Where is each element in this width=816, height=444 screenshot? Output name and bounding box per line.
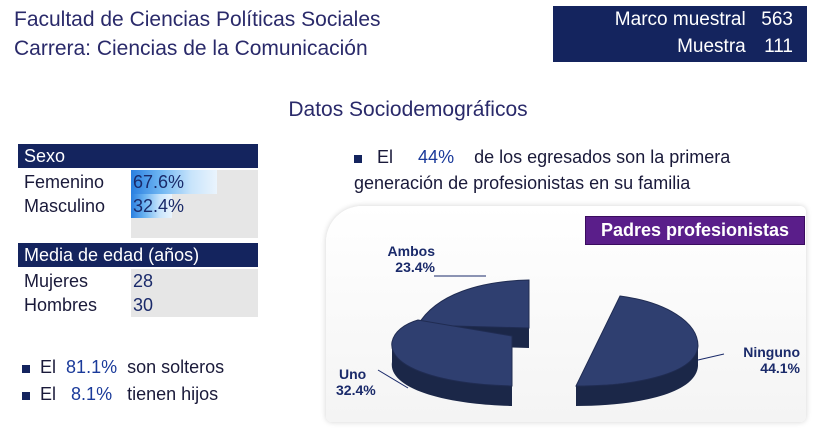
pie-slice-ninguno-side <box>576 346 698 406</box>
uno-leader-line <box>377 369 409 389</box>
bullet-value: 81.1% <box>66 357 118 377</box>
sexo-row-label: Masculino <box>24 196 106 216</box>
marco-muestral-value: 563 <box>761 9 793 30</box>
pie-slice-uno <box>391 319 513 387</box>
edad-value: 30 <box>131 293 258 317</box>
edad-value: 28 <box>131 269 258 293</box>
pie-label-ambos-value: 23.4% <box>395 259 435 275</box>
pie-label-ambos: Ambos 23.4% <box>373 243 435 275</box>
marco-muestral-label: Marco muestral <box>614 9 746 30</box>
sample-info-box: Marco muestral 563 Muestra 111 <box>553 6 807 62</box>
career-title: Carrera: Ciencias de la Comunicación <box>14 37 368 60</box>
bullet-item: El 8.1% tienen hijos <box>22 384 218 405</box>
first-gen-value: 44% <box>418 147 455 167</box>
bullet-item: El 81.1% son solteros <box>22 357 224 378</box>
marco-muestral-row: Marco muestral 563 <box>615 9 793 31</box>
bullet-square-icon <box>22 365 30 373</box>
faculty-title: Facultad de Ciencias Políticas Sociales <box>14 8 381 31</box>
sexo-bar <box>131 170 217 194</box>
sexo-value-cell: 32.4% <box>131 194 258 218</box>
pie-label-uno: Uno 32.4% <box>336 366 376 398</box>
pie-label-ambos-name: Ambos <box>387 243 435 259</box>
bullet-value: 8.1% <box>71 384 113 404</box>
bullet-square-icon <box>22 392 30 400</box>
pie-label-ninguno-value: 44.1% <box>760 360 800 376</box>
bullet-pre: El <box>40 384 57 404</box>
ninguno-leader-line <box>697 353 725 361</box>
pie-slice-uno-side <box>391 342 512 406</box>
sexo-bar <box>131 194 173 218</box>
section-title: Datos Sociodemográficos <box>288 98 528 121</box>
sexo-spacer-cell <box>131 218 258 238</box>
sexo-header: Sexo <box>18 144 258 168</box>
edad-row-label: Hombres <box>24 295 98 315</box>
sexo-row-label: Femenino <box>24 172 105 192</box>
sexo-value: 67.6% <box>133 172 185 192</box>
edad-header: Media de edad (años) <box>18 243 258 267</box>
pie-slice-ambos <box>417 279 530 329</box>
first-gen-line2: generación de profesionistas en su famil… <box>354 173 691 193</box>
pie-label-uno-value: 32.4% <box>336 382 376 398</box>
chart-title: Padres profesionistas <box>585 216 805 245</box>
first-gen-line1: El 44% de los egresados son la primera <box>354 147 730 168</box>
pie-slice-ninguno <box>575 295 699 387</box>
bullet-pre: El <box>40 357 57 377</box>
bullet-post: son solteros <box>127 357 225 377</box>
pie-label-ninguno: Ninguno 44.1% <box>724 344 800 376</box>
muestra-row: Muestra 111 <box>677 36 793 58</box>
pie-label-uno-name: Uno <box>339 366 367 382</box>
sexo-value-cell: 67.6% <box>131 170 258 194</box>
muestra-label: Muestra <box>677 36 746 57</box>
pie-chart <box>377 275 725 406</box>
pie-label-ninguno-name: Ninguno <box>743 344 800 360</box>
sexo-value: 32.4% <box>133 196 185 216</box>
muestra-value: 111 <box>764 36 793 57</box>
first-gen-post: de los egresados son la primera <box>474 147 731 167</box>
bullet-post: tienen hijos <box>127 384 219 404</box>
bullet-square-icon <box>354 155 362 163</box>
first-gen-pre: El <box>377 147 394 167</box>
edad-row-label: Mujeres <box>24 271 89 291</box>
